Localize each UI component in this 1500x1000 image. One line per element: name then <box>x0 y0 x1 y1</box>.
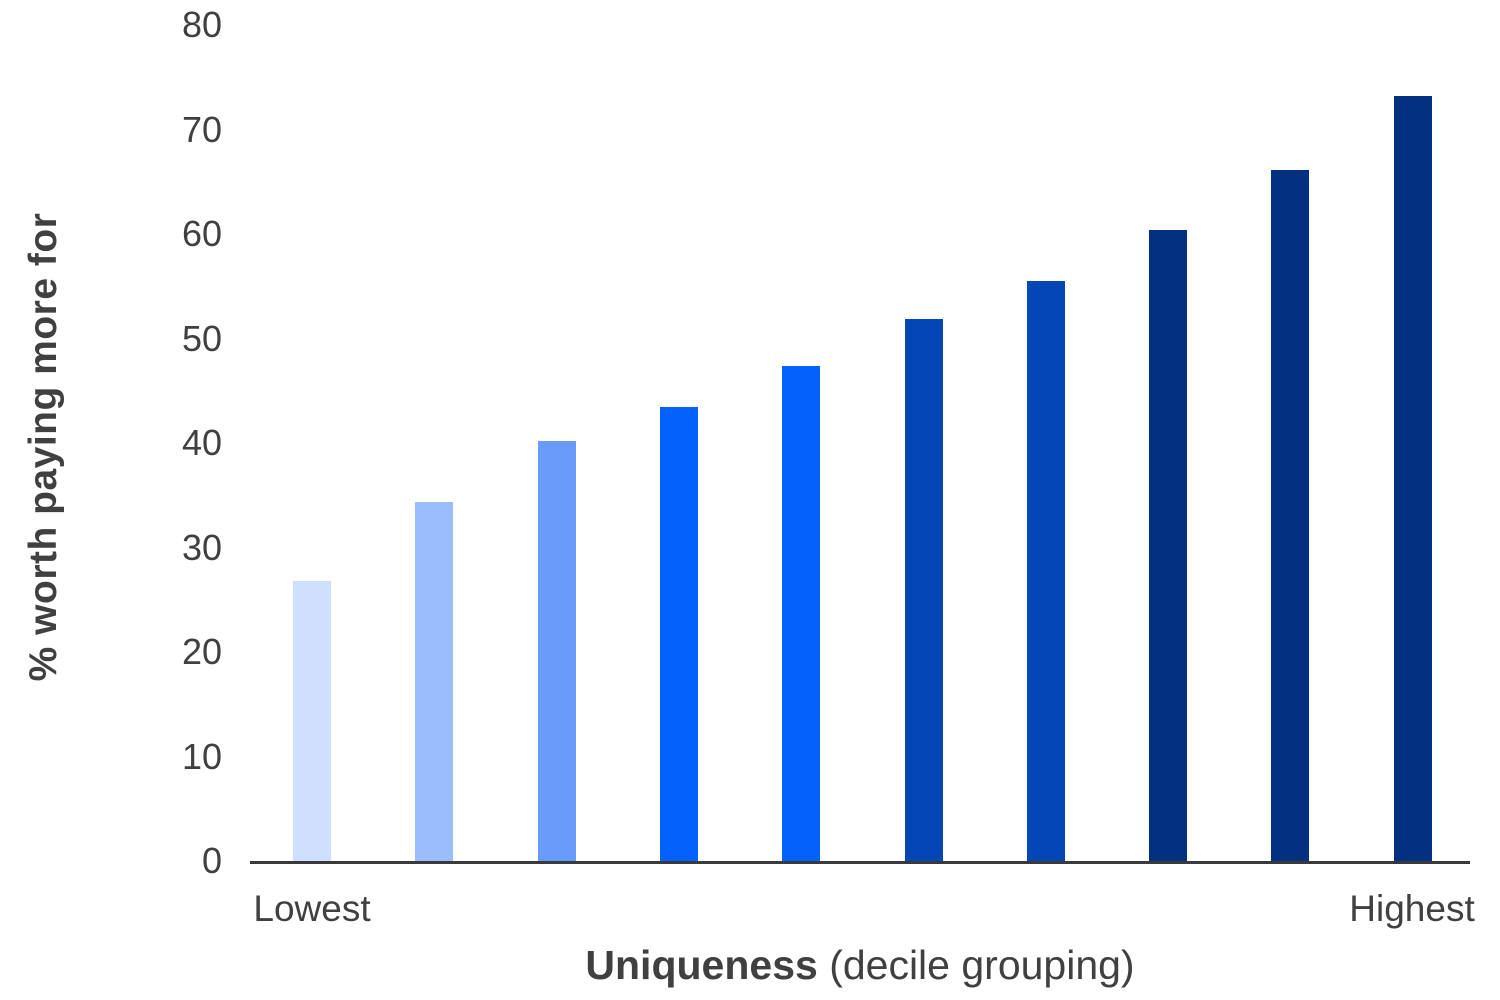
x-axis-title: Uniqueness (decile grouping) <box>585 942 1134 989</box>
bar-decile-2 <box>415 501 454 861</box>
bar-decile-1 <box>293 580 331 861</box>
x-axis-title-rest: (decile grouping) <box>817 942 1135 988</box>
x-label-highest: Highest <box>1349 888 1475 929</box>
y-tick-label-80: 80 <box>181 4 222 45</box>
bar-decile-3 <box>537 440 576 861</box>
plot-area <box>250 25 1470 864</box>
y-tick-label-40: 40 <box>181 422 222 463</box>
bar-decile-4 <box>659 407 698 861</box>
bar-decile-10 <box>1393 96 1432 861</box>
x-axis-title-bold: Uniqueness <box>585 942 818 988</box>
bar-decile-9 <box>1271 170 1310 861</box>
y-tick-label-50: 50 <box>181 317 222 359</box>
y-axis-tick-labels: 0 10 20 30 40 50 60 70 80 <box>0 0 222 1000</box>
bar-decile-6 <box>904 318 943 861</box>
bar-decile-5 <box>782 365 821 861</box>
x-label-lowest: Lowest <box>253 888 371 929</box>
y-tick-label-70: 70 <box>181 108 222 150</box>
bar-decile-8 <box>1149 229 1188 861</box>
y-tick-label-0: 0 <box>201 840 222 881</box>
y-tick-label-10: 10 <box>181 735 222 777</box>
y-tick-label-60: 60 <box>181 213 222 254</box>
y-tick-label-30: 30 <box>181 526 222 568</box>
y-tick-label-20: 20 <box>181 631 222 672</box>
bar-decile-7 <box>1026 281 1065 861</box>
